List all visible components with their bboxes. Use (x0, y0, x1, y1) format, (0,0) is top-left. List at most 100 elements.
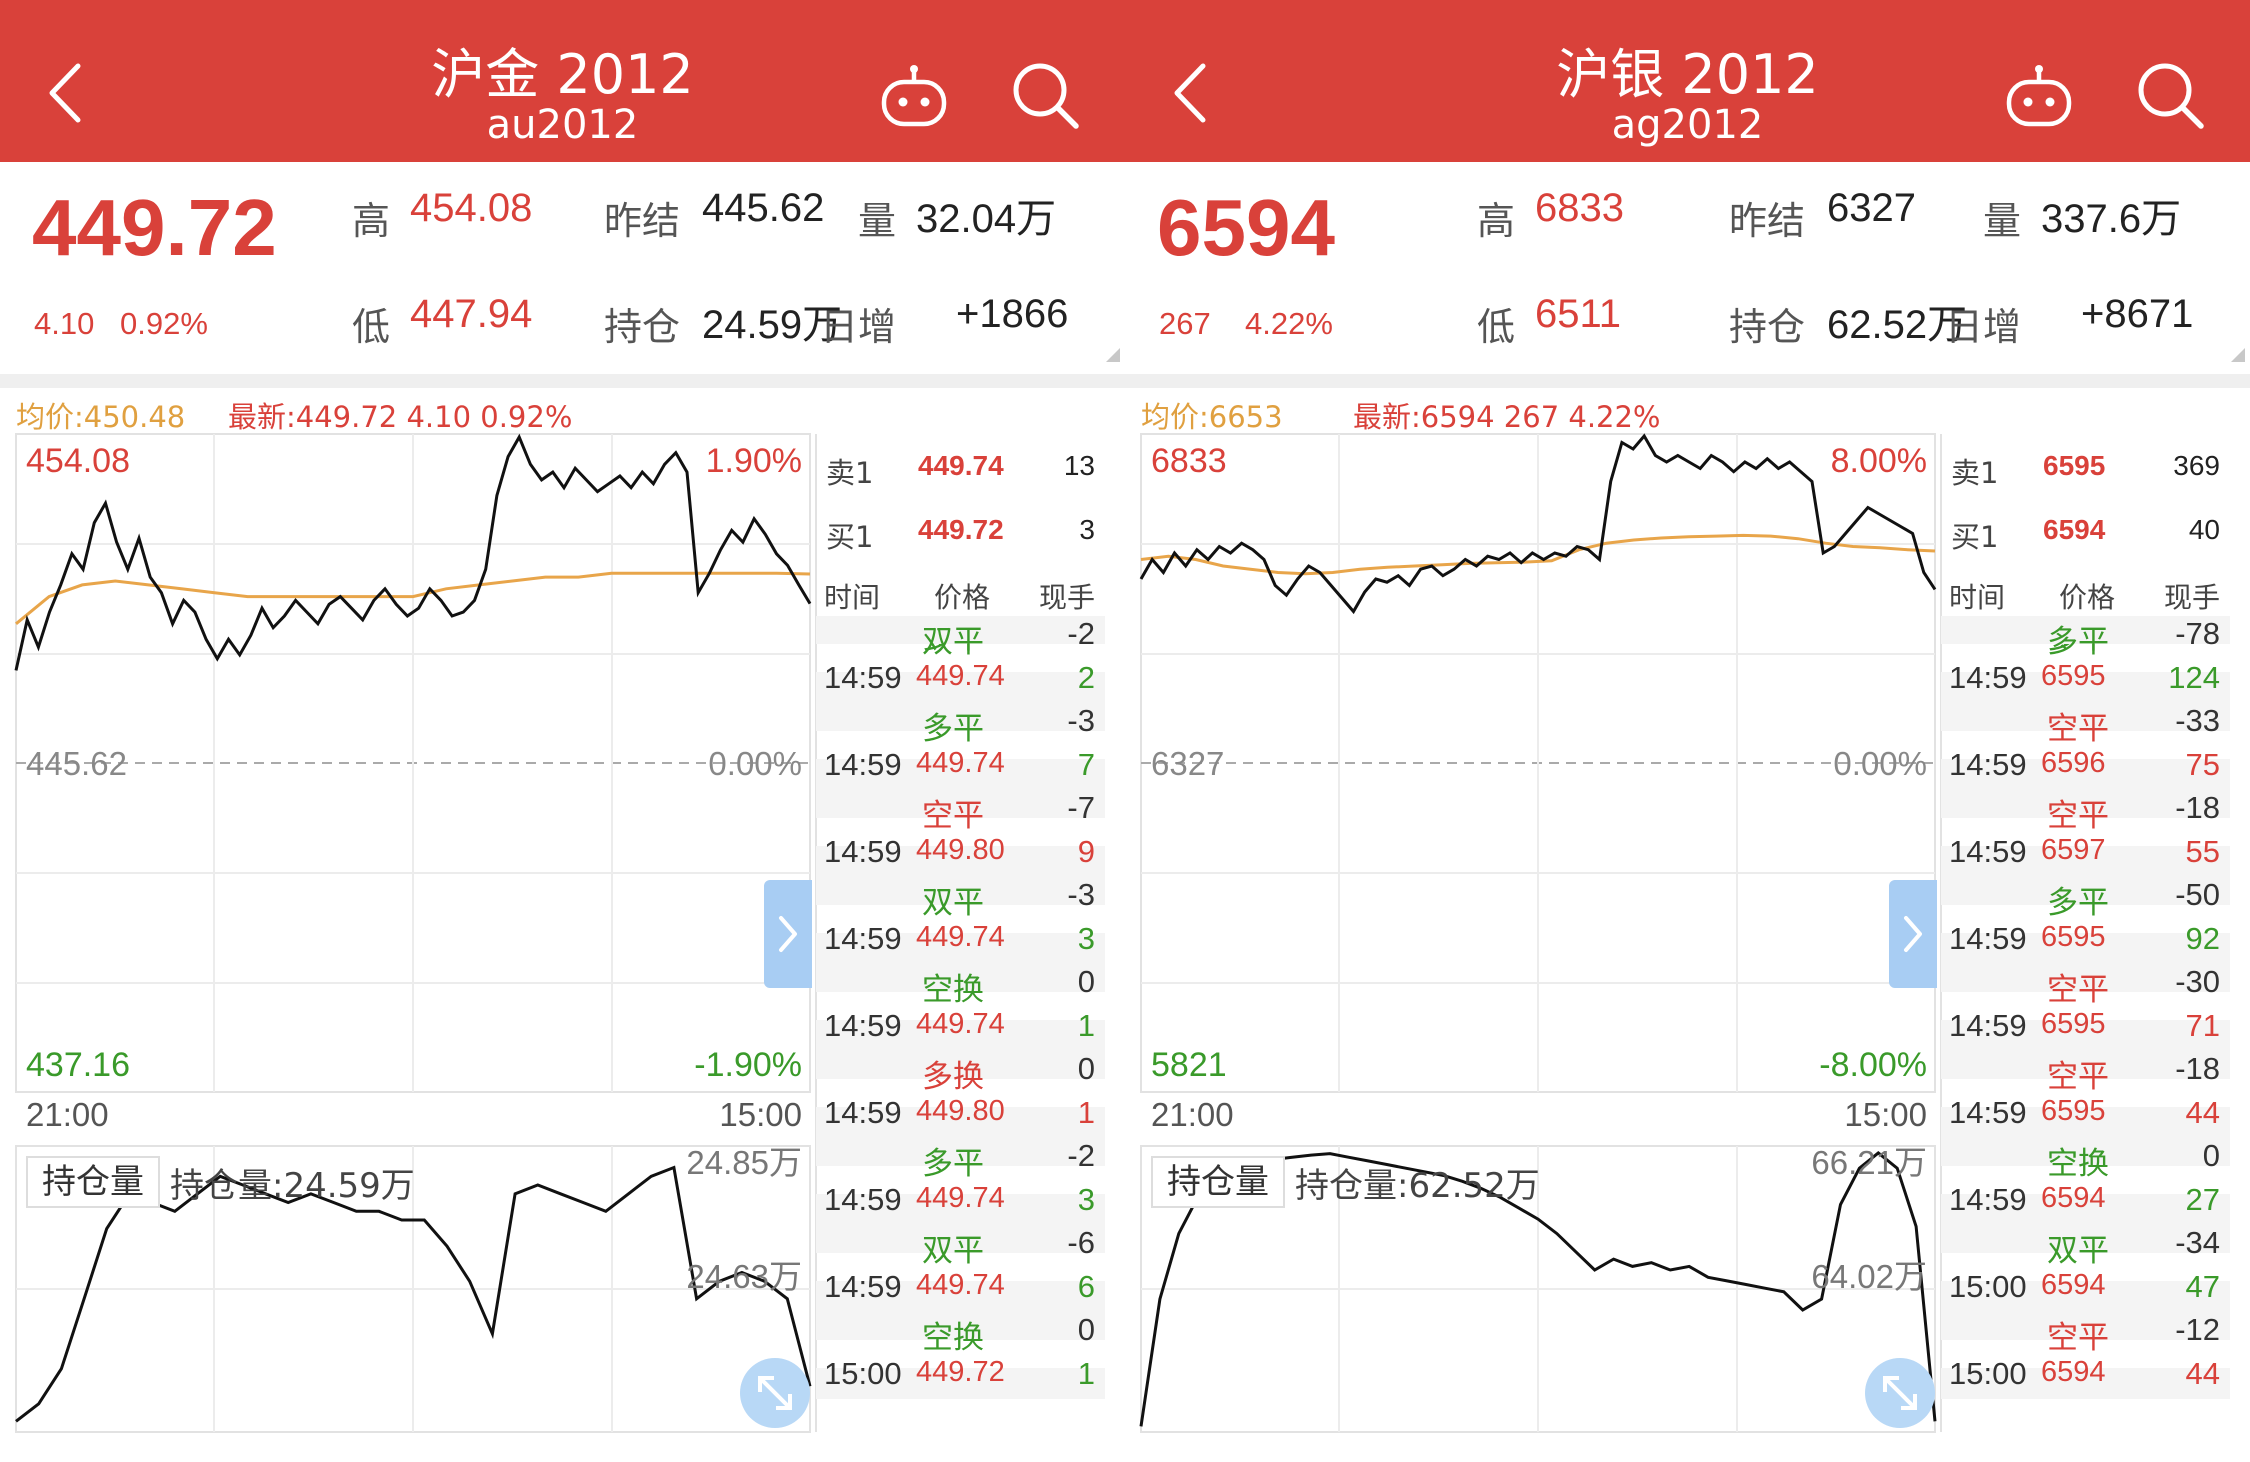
expand-panel-tab[interactable] (1889, 880, 1937, 988)
prev-settle-label: 昨结 (604, 199, 681, 243)
tick-time: 15:00 (824, 1356, 902, 1391)
y-top-label: 6833 (1151, 442, 1227, 480)
ask-row: 卖1 6595 369 (1941, 430, 2230, 492)
robot-button[interactable] (878, 62, 950, 132)
row-stripe (816, 703, 1105, 731)
tick-oi-change: -34 (2175, 1225, 2220, 1260)
tick-time: 14:59 (824, 1008, 902, 1043)
tick-time: 14:59 (1949, 1182, 2027, 1217)
ask-volume: 369 (2173, 450, 2220, 481)
tick-time: 14:59 (824, 1182, 902, 1217)
row-stripe (1941, 1020, 2230, 1051)
tick-type: 空平 (922, 798, 984, 834)
x-start-label: 21:00 (1151, 1096, 1234, 1133)
ask-label: 卖1 (826, 456, 874, 490)
tick-oi-change: -18 (2175, 1051, 2220, 1086)
volume-label: 量 (858, 199, 897, 243)
average-price-line (15, 571, 811, 625)
tick-row: 14:59 6594 27 空换 0 (1941, 1138, 2230, 1225)
tick-time: 14:59 (824, 1095, 902, 1130)
tick-price: 449.74 (916, 921, 1005, 953)
tick-oi-change: -30 (2175, 964, 2220, 999)
back-button[interactable] (38, 48, 108, 138)
low-label: 低 (1477, 305, 1516, 349)
open-interest-toggle[interactable]: 持仓量 (1151, 1156, 1285, 1208)
tick-row: 14:59 6595 44 空平 -18 (1941, 1051, 2230, 1138)
tick-oi-change: -3 (1067, 703, 1095, 738)
search-button[interactable] (1008, 58, 1084, 134)
expand-panel-tab[interactable] (764, 880, 812, 988)
open-interest-readout: 持仓量:24.59万 (170, 1166, 415, 1206)
row-stripe (816, 1107, 1105, 1138)
search-button[interactable] (2133, 58, 2209, 134)
price-line (14, 433, 812, 671)
ask-volume: 13 (1063, 450, 1095, 481)
panel-gold: 沪金 2012 au2012 449.72 4.10 0.92% 高 454.0… (0, 0, 1125, 1433)
day-increase-value: +1866 (956, 292, 1069, 336)
chevron-right-icon (779, 916, 797, 952)
row-stripe (1941, 933, 2230, 964)
contract-code: ag2012 (1611, 102, 1764, 148)
header-price: 价格 (934, 581, 991, 614)
tick-row: 14:59 449.74 7 多平 -3 (816, 703, 1105, 790)
tick-row: 14:59 6597 55 空平 -18 (1941, 790, 2230, 877)
header-price: 价格 (2059, 581, 2116, 614)
tick-table-header: 时间 价格 现手 (1941, 576, 2230, 616)
tick-volume: 27 (2185, 1182, 2220, 1217)
fullscreen-button[interactable] (1865, 1358, 1935, 1428)
robot-icon (881, 65, 947, 127)
pct-bottom-label: -1.90% (694, 1046, 802, 1084)
tick-type: 多平 (2047, 624, 2109, 660)
bid-volume: 40 (2188, 514, 2220, 545)
tick-list[interactable]: 14:59 449.74 2 双平 -2 14:59 449.74 7 多平 -… (816, 616, 1105, 1428)
volume-value: 337.6万 (2041, 197, 2182, 241)
tick-oi-change: 0 (1077, 1312, 1095, 1347)
tick-volume: 44 (2185, 1356, 2220, 1391)
tick-price: 449.74 (916, 660, 1005, 692)
robot-button[interactable] (2003, 62, 2075, 132)
tick-price: 6596 (2041, 747, 2106, 779)
row-stripe (816, 1225, 1105, 1253)
tick-price: 6595 (2041, 921, 2106, 953)
low-label: 低 (352, 305, 391, 349)
tick-price: 449.72 (916, 1356, 1005, 1388)
tick-volume: 55 (2185, 834, 2220, 869)
bid-label: 买1 (826, 520, 874, 554)
pct-mid-label: 0.00% (1833, 745, 1927, 782)
row-stripe (816, 759, 1105, 790)
prev-settle-value: 445.62 (702, 186, 825, 230)
day-increase-label: 日增 (1945, 305, 2022, 349)
section-divider (1125, 374, 2250, 388)
row-stripe (1941, 964, 2230, 992)
tick-row: 14:59 449.80 1 多换 0 (816, 1051, 1105, 1138)
tick-oi-change: 0 (1077, 964, 1095, 999)
open-interest-toggle[interactable]: 持仓量 (26, 1156, 160, 1208)
average-price-text: 均价:6653 (1141, 400, 1283, 434)
row-stripe (1941, 1138, 2230, 1166)
open-interest-readout: 持仓量:62.52万 (1295, 1166, 1540, 1206)
y-mid-label: 6327 (1151, 745, 1224, 782)
tick-list[interactable]: 14:59 6595 124 多平 -78 14:59 6596 75 空平 -… (1941, 616, 2230, 1428)
low-value: 6511 (1535, 292, 1622, 336)
tick-time: 15:00 (1949, 1356, 2027, 1391)
high-value: 6833 (1535, 186, 1624, 230)
tick-price: 6595 (2041, 1008, 2106, 1040)
tick-row: 14:59 6595 124 多平 -78 (1941, 616, 2230, 703)
intraday-chart: 6833 8.00% 6327 0.00% 5821 -8.00% 21:00 … (1139, 433, 1942, 1433)
row-stripe (1941, 877, 2230, 905)
intraday-chart: 454.08 1.90% 445.62 0.00% 437.16 -1.90% … (14, 433, 817, 1433)
tick-time: 14:59 (824, 921, 902, 956)
pct-bottom-label: -8.00% (1819, 1046, 1927, 1084)
back-button[interactable] (1163, 48, 1233, 138)
tick-volume: 124 (2168, 660, 2220, 695)
panel-silver: 沪银 2012 ag2012 6594 267 4.22% 高 6833 低 6… (1125, 0, 2250, 1462)
tick-time: 14:59 (824, 834, 902, 869)
row-stripe (816, 1312, 1105, 1340)
tick-price: 6594 (2041, 1356, 2106, 1388)
row-stripe (816, 1194, 1105, 1225)
fullscreen-button[interactable] (740, 1358, 810, 1428)
low-value: 447.94 (410, 292, 533, 336)
row-stripe (816, 616, 1105, 644)
row-stripe (1941, 1107, 2230, 1138)
tick-volume: 3 (1077, 1182, 1095, 1217)
